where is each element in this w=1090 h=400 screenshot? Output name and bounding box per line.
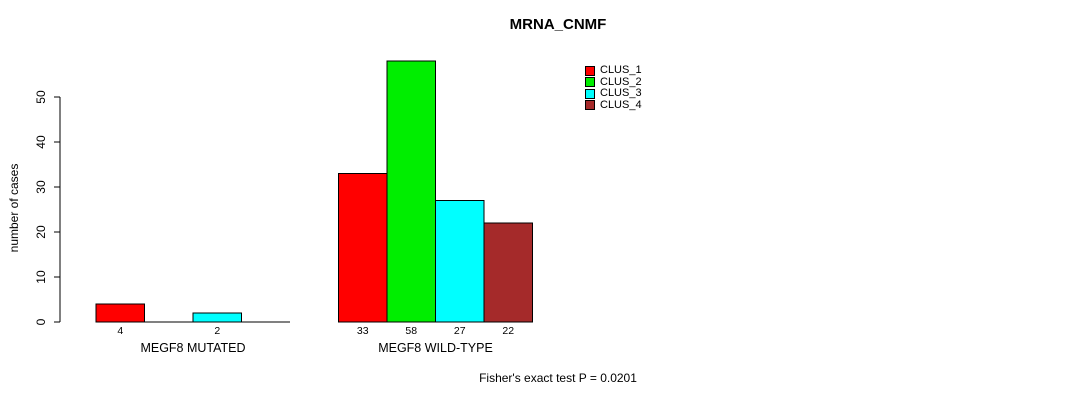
y-tick-label: 30 xyxy=(34,180,48,194)
legend-label: CLUS_4 xyxy=(600,98,642,111)
y-tick-label: 0 xyxy=(34,318,48,325)
bar-value-label: 2 xyxy=(214,325,220,337)
bar xyxy=(386,60,436,323)
legend-label: CLUS_3 xyxy=(600,87,642,100)
x-group-label: MEGF8 MUTATED xyxy=(140,341,245,355)
legend-swatch xyxy=(585,100,595,111)
legend-swatch xyxy=(585,65,595,76)
bar xyxy=(435,200,485,323)
legend-label: CLUS_2 xyxy=(600,75,642,88)
legend-label: CLUS_1 xyxy=(600,64,642,77)
legend-item: CLUS_4 xyxy=(585,98,642,112)
chart-title: MRNA_CNMF xyxy=(509,16,607,33)
legend-item: CLUS_1 xyxy=(585,65,642,77)
legend-item: CLUS_3 xyxy=(585,88,642,100)
legend-item: CLUS_2 xyxy=(585,75,642,89)
bar xyxy=(338,173,388,323)
y-tick-label: 40 xyxy=(34,135,48,149)
fisher-test-note: Fisher's exact test P = 0.0201 xyxy=(479,371,637,385)
bar-value-label: 22 xyxy=(502,325,514,337)
y-tick-label: 50 xyxy=(34,90,48,104)
bar-value-label: 4 xyxy=(117,325,123,337)
bar-value-label: 58 xyxy=(405,325,417,337)
y-tick-label: 20 xyxy=(34,225,48,239)
y-tick-label: 10 xyxy=(34,270,48,284)
x-group-label: MEGF8 WILD-TYPE xyxy=(378,341,493,355)
legend-swatch xyxy=(585,88,595,99)
bar-value-label: 27 xyxy=(454,325,466,337)
bar xyxy=(95,303,145,323)
bar-value-label: 33 xyxy=(357,325,369,337)
legend: CLUS_1 CLUS_2 CLUS_3 CLUS_4 xyxy=(585,65,642,111)
bar xyxy=(483,222,533,323)
y-axis-title: number of cases xyxy=(7,164,21,253)
bar xyxy=(192,312,242,323)
legend-swatch xyxy=(585,77,595,88)
